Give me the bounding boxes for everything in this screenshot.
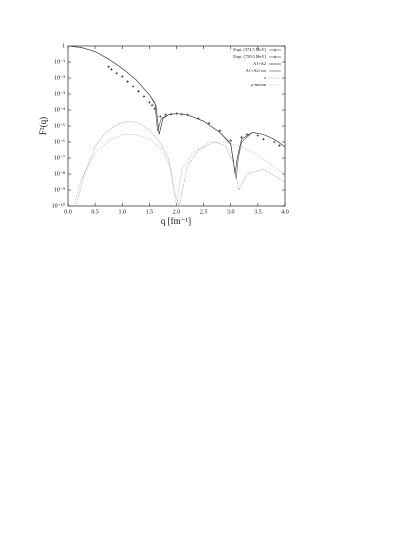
y-tick-label: 10⁻⁴ — [54, 107, 65, 113]
y-tick-label: 10⁻⁹ — [54, 187, 65, 193]
data-point — [164, 113, 167, 117]
data-point — [148, 101, 151, 104]
data-point — [150, 103, 154, 107]
data-point — [110, 67, 113, 71]
legend-marker — [269, 55, 281, 59]
x-tick-label: 3.0 — [227, 209, 235, 215]
data-point — [207, 121, 211, 125]
data-point — [262, 137, 265, 141]
data-point — [218, 129, 222, 133]
data-point — [137, 89, 140, 93]
x-axis-label: q [fm⁻¹] — [161, 216, 191, 226]
y-tick-label: 10⁻¹ — [54, 59, 65, 65]
legend-label: π — [264, 75, 267, 80]
legend-label: A1+A2 — [253, 61, 266, 66]
series-line — [73, 134, 286, 207]
x-tick-label: 1.0 — [119, 209, 127, 215]
data-point — [229, 139, 233, 143]
data-point — [278, 144, 281, 147]
y-tick-label: 10⁻⁵ — [54, 123, 65, 129]
x-tick-label: 0.0 — [64, 209, 72, 215]
legend-marker — [269, 48, 281, 52]
x-tick-label: 2.5 — [200, 209, 208, 215]
x-tick-label: 1.5 — [146, 209, 154, 215]
data-point — [115, 71, 119, 75]
data-point — [142, 95, 146, 98]
y-tick-label: 10⁻⁸ — [54, 171, 65, 177]
data-point — [120, 75, 124, 79]
data-point — [158, 115, 162, 118]
data-point — [107, 65, 110, 69]
legend-label: Expt. (374.5 MeV) — [233, 47, 266, 52]
y-tick-label: 10⁻³ — [54, 91, 65, 97]
series-line — [67, 45, 286, 179]
data-point — [272, 140, 276, 144]
y-tick-label: 10⁻¹⁰ — [52, 202, 66, 209]
y-tick-label: 10⁻² — [54, 75, 65, 81]
data-point — [240, 135, 243, 139]
x-tick-label: 0.5 — [91, 209, 99, 215]
legend-label: A1+A2+ωπ — [246, 68, 267, 73]
legend-label: ρ-meson — [251, 82, 267, 87]
y-tick-label: 10⁻⁶ — [54, 139, 65, 145]
y-axis-label: F²(q) — [38, 117, 48, 135]
x-tick-label: 2.0 — [173, 209, 181, 215]
series-line — [75, 120, 286, 208]
data-point — [245, 133, 249, 136]
data-point — [256, 134, 260, 137]
x-tick-label: 4.0 — [281, 209, 289, 215]
y-tick-label: 10⁻⁷ — [54, 155, 65, 161]
x-tick-label: 3.5 — [254, 209, 262, 215]
y-tick-label: 1 — [62, 43, 65, 49]
data-point — [131, 85, 135, 88]
data-point — [126, 80, 129, 83]
legend-label: Expt. (750.0 MeV) — [233, 54, 266, 59]
